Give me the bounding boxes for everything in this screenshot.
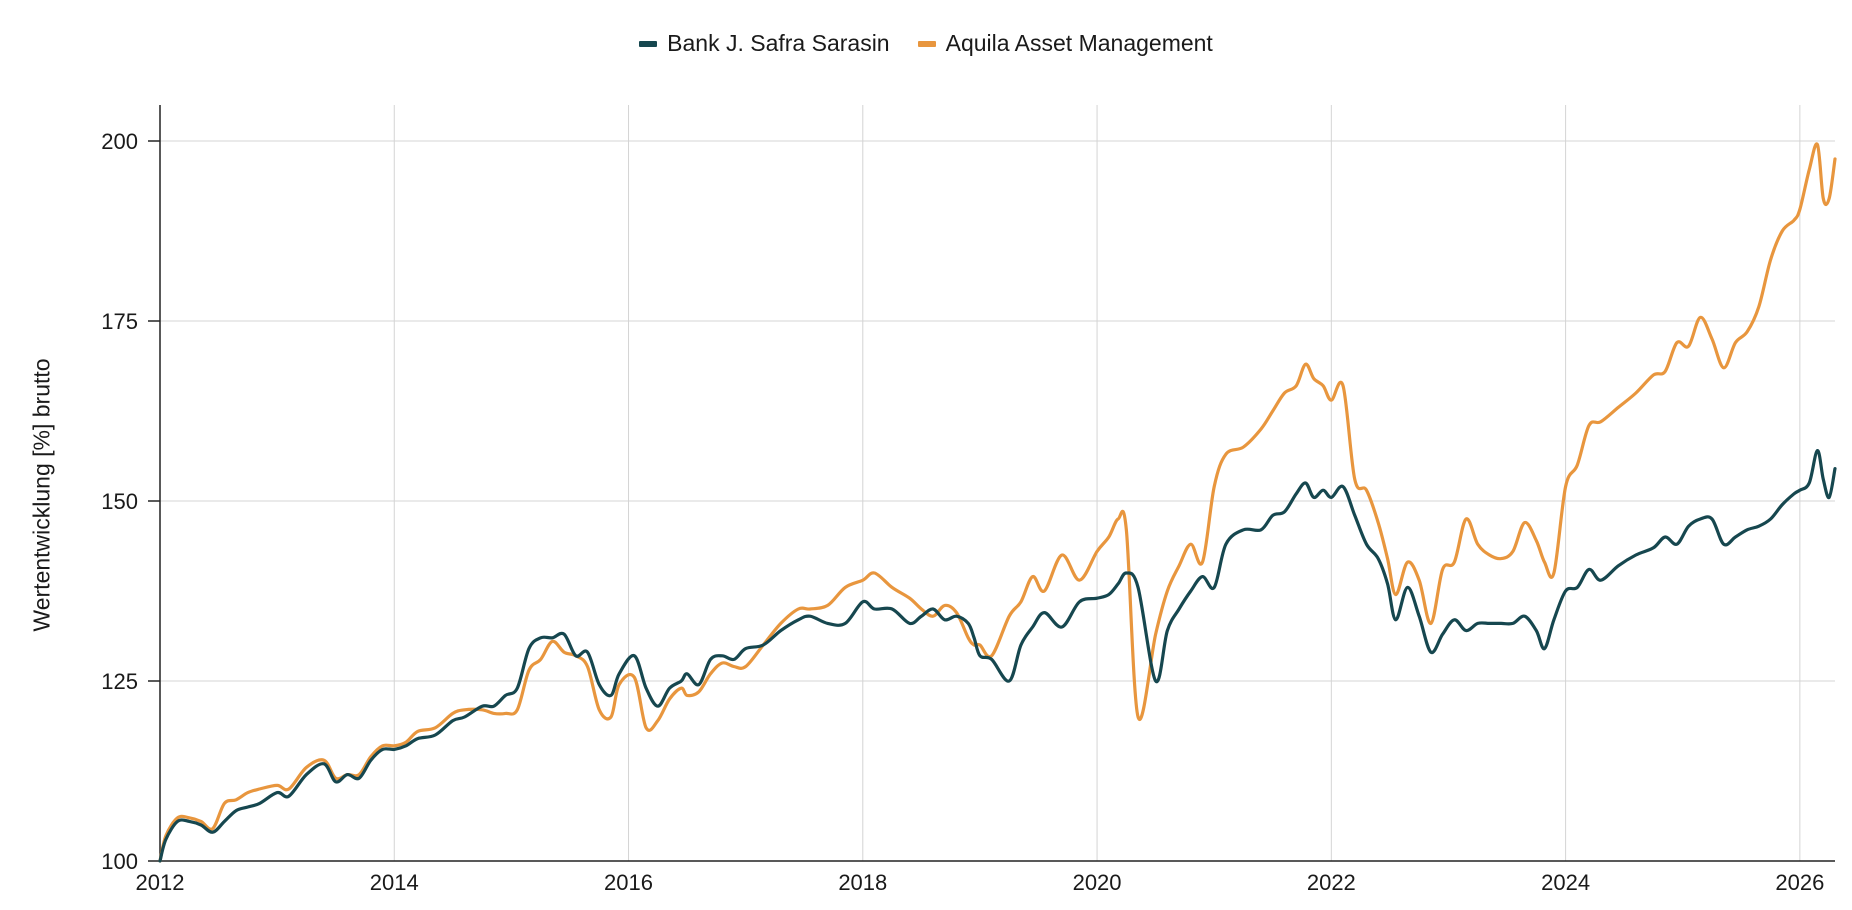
x-tick-label-2012: 2012 <box>136 870 185 895</box>
y-tick-label-125: 125 <box>101 669 138 694</box>
y-tick-label-175: 175 <box>101 309 138 334</box>
x-tick-label-2016: 2016 <box>604 870 653 895</box>
legend-item-series-1[interactable]: Bank J. Safra Sarasin <box>639 30 890 57</box>
legend-swatch-series-2 <box>917 40 936 47</box>
y-tick-label-200: 200 <box>101 129 138 154</box>
legend-label-series-1: Bank J. Safra Sarasin <box>667 30 890 56</box>
y-tick-label-150: 150 <box>101 489 138 514</box>
legend-label-series-2: Aquila Asset Management <box>945 30 1213 56</box>
legend: Bank J. Safra Sarasin Aquila Asset Manag… <box>0 30 1852 57</box>
x-tick-label-2014: 2014 <box>370 870 419 895</box>
series-line-2 <box>158 142 1837 863</box>
series-line-1 <box>158 448 1837 863</box>
x-tick-label-2026: 2026 <box>1775 870 1824 895</box>
legend-swatch-series-1 <box>639 40 658 47</box>
x-tick-label-2020: 2020 <box>1073 870 1122 895</box>
x-tick-label-2018: 2018 <box>838 870 887 895</box>
legend-item-series-2[interactable]: Aquila Asset Management <box>917 30 1213 57</box>
x-tick-label-2024: 2024 <box>1541 870 1590 895</box>
y-tick-label-100: 100 <box>101 849 138 874</box>
x-tick-label-2022: 2022 <box>1307 870 1356 895</box>
